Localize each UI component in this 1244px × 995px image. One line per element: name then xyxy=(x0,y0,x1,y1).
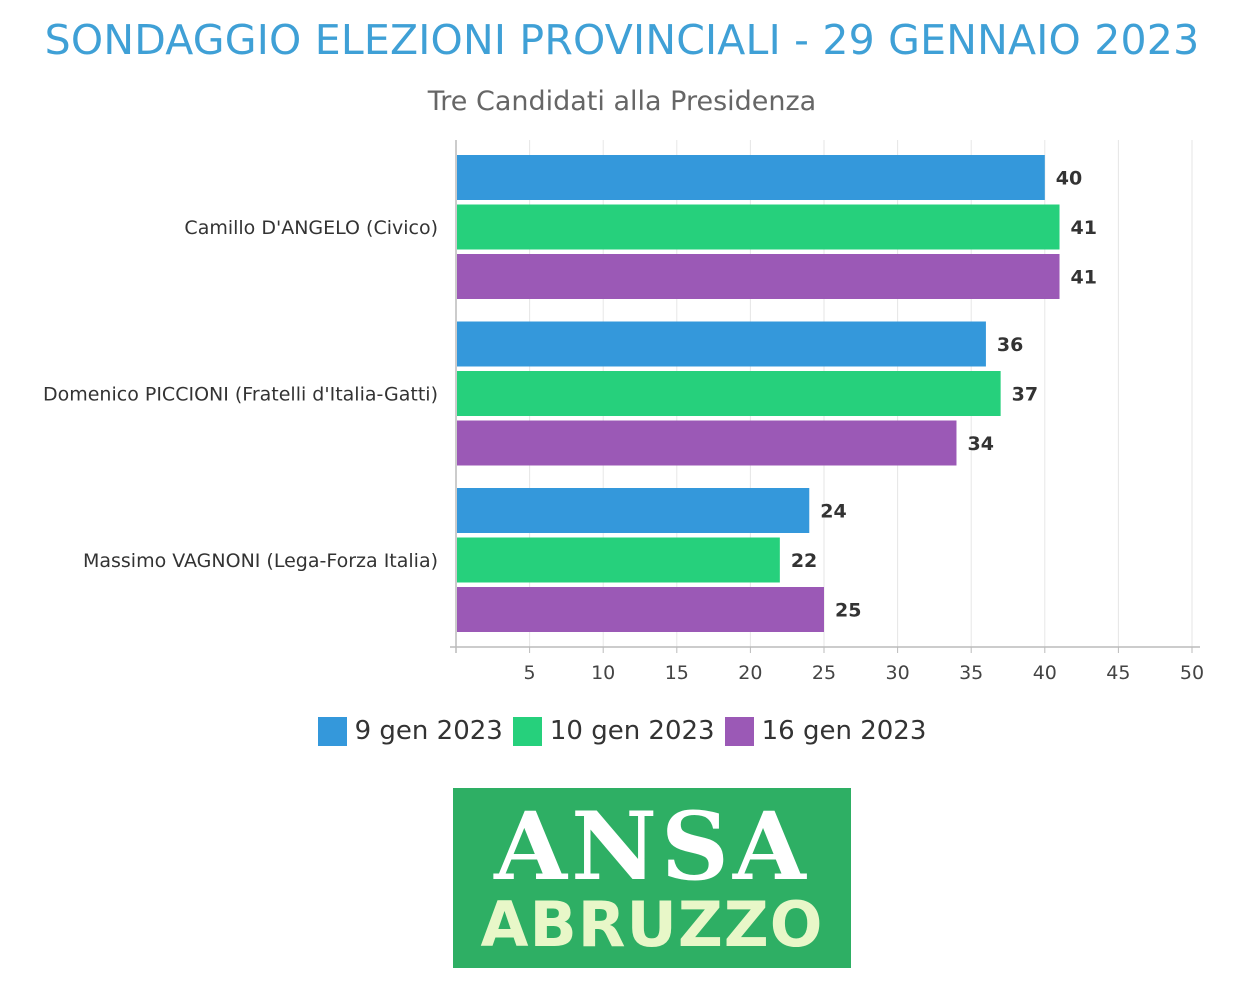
logo-text-abruzzo: ABRUZZO xyxy=(480,888,824,961)
data-label: 25 xyxy=(835,600,861,622)
bar xyxy=(457,254,1060,299)
legend-label: 16 gen 2023 xyxy=(761,716,927,746)
ansa-abruzzo-logo: ANSA ABRUZZO xyxy=(453,788,851,968)
x-tick-label: 5 xyxy=(524,662,536,684)
data-label: 41 xyxy=(1071,217,1097,239)
bar xyxy=(457,155,1045,200)
data-label: 41 xyxy=(1071,267,1097,289)
x-tick-label: 10 xyxy=(591,662,615,684)
x-tick-label: 20 xyxy=(738,662,762,684)
x-tick-label: 15 xyxy=(665,662,689,684)
x-tick-label: 35 xyxy=(959,662,983,684)
legend-item-16-gen[interactable]: 16 gen 2023 xyxy=(724,716,927,746)
x-tick-label: 40 xyxy=(1033,662,1057,684)
bar-chart: 5 10 15 20 25 30 35 40 45 50 Camillo D'ANGELO (Civ… xyxy=(43,140,1204,684)
legend-swatch-16-gen xyxy=(724,716,754,746)
legend: 9 gen 2023 10 gen 2023 16 gen 2023 xyxy=(0,716,1244,746)
legend-item-9-gen[interactable]: 9 gen 2023 xyxy=(317,716,503,746)
bar xyxy=(457,420,957,466)
legend-item-10-gen[interactable]: 10 gen 2023 xyxy=(512,716,715,746)
bar xyxy=(457,321,986,367)
logo-text-ansa: ANSA xyxy=(494,792,810,902)
chart-title: SONDAGGIO ELEZIONI PROVINCIALI - 29 GENN… xyxy=(44,16,1200,64)
data-label: 22 xyxy=(791,550,817,572)
data-label: 24 xyxy=(820,501,846,523)
category-label: Camillo D'ANGELO (Civico) xyxy=(184,217,438,239)
legend-swatch-10-gen xyxy=(512,716,542,746)
category-label: Massimo VAGNONI (Lega-Forza Italia) xyxy=(83,550,438,572)
data-label: 37 xyxy=(1012,384,1038,406)
bar xyxy=(457,371,1001,416)
chart-subtitle: Tre Candidati alla Presidenza xyxy=(427,86,817,117)
x-tick-label: 45 xyxy=(1106,662,1130,684)
category-label: Domenico PICCIONI (Fratelli d'Italia-Gat… xyxy=(43,384,438,406)
data-label: 34 xyxy=(967,433,993,455)
bar xyxy=(457,587,824,632)
bar xyxy=(457,488,810,533)
x-tick-label: 30 xyxy=(886,662,910,684)
data-label: 40 xyxy=(1056,168,1082,190)
legend-swatch-9-gen xyxy=(317,716,347,746)
data-label: 36 xyxy=(997,334,1023,356)
bar xyxy=(457,537,780,583)
x-tick-label: 50 xyxy=(1180,662,1204,684)
legend-label: 9 gen 2023 xyxy=(354,716,503,746)
legend-label: 10 gen 2023 xyxy=(549,716,715,746)
bar xyxy=(457,204,1060,250)
x-tick-label: 25 xyxy=(812,662,836,684)
